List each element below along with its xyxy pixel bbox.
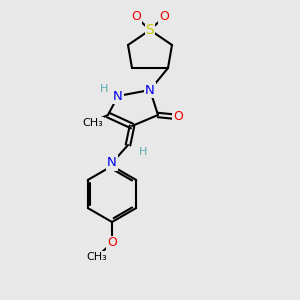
Text: N: N <box>107 157 117 169</box>
Text: S: S <box>146 23 154 37</box>
Text: O: O <box>131 11 141 23</box>
Text: CH₃: CH₃ <box>82 118 103 128</box>
Text: N: N <box>145 83 155 97</box>
Text: O: O <box>173 110 183 124</box>
Text: H: H <box>100 84 108 94</box>
Text: CH₃: CH₃ <box>87 252 107 262</box>
Text: O: O <box>159 11 169 23</box>
Text: O: O <box>107 236 117 250</box>
Text: H: H <box>139 147 147 157</box>
Text: N: N <box>113 89 123 103</box>
